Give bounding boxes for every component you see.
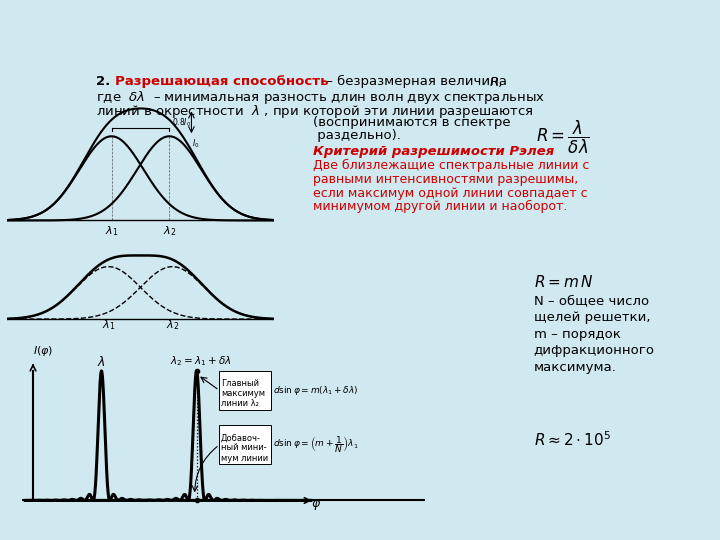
Text: $I_0$: $I_0$ — [192, 137, 199, 150]
Text: m – порядок: m – порядок — [534, 328, 621, 341]
Text: Главный: Главный — [221, 379, 259, 388]
Text: (воспринимаются в спектре: (воспринимаются в спектре — [313, 116, 510, 130]
Text: 2.: 2. — [96, 75, 114, 88]
Text: $\varphi$: $\varphi$ — [311, 498, 321, 512]
Text: дифракционного: дифракционного — [534, 344, 654, 357]
Bar — [220, 426, 271, 464]
Text: мум линии: мум линии — [221, 454, 268, 463]
Text: $R \approx 2 \cdot 10^5$: $R \approx 2 \cdot 10^5$ — [534, 431, 611, 449]
Text: раздельно).: раздельно). — [313, 129, 401, 142]
Text: если максимум одной линии совпадает с: если максимум одной линии совпадает с — [313, 187, 588, 200]
Text: $0.8I_0$: $0.8I_0$ — [172, 116, 192, 129]
Text: $\lambda_2 = \lambda_1 + \delta\lambda$: $\lambda_2 = \lambda_1 + \delta\lambda$ — [170, 354, 231, 368]
Text: максимум: максимум — [221, 389, 265, 398]
Text: $\lambda_1$: $\lambda_1$ — [102, 319, 115, 333]
Text: Разрешающая способность: Разрешающая способность — [115, 75, 328, 88]
Text: $R = m\,N$: $R = m\,N$ — [534, 274, 593, 289]
Text: Критерий разрешимости Рэлея: Критерий разрешимости Рэлея — [313, 145, 554, 158]
Text: $\lambda_1$: $\lambda_1$ — [105, 224, 118, 238]
Text: Добавоч-: Добавоч- — [221, 433, 261, 442]
Text: $R$,: $R$, — [489, 75, 503, 89]
Text: линий в окрестности  $\lambda$ , при которой эти линии разрешаются: линий в окрестности $\lambda$ , при кото… — [96, 103, 534, 120]
Text: $d\sin\varphi = m(\lambda_1 + \delta\lambda)$: $d\sin\varphi = m(\lambda_1 + \delta\lam… — [273, 384, 358, 397]
Text: $I(\varphi)$: $I(\varphi)$ — [33, 344, 53, 358]
Text: максимума.: максимума. — [534, 361, 616, 374]
Text: $\lambda_2$: $\lambda_2$ — [166, 319, 179, 333]
Text: $R = \dfrac{\lambda}{\delta\lambda}$: $R = \dfrac{\lambda}{\delta\lambda}$ — [536, 119, 590, 156]
Text: Две близлежащие спектральные линии с: Две близлежащие спектральные линии с — [313, 159, 590, 172]
Text: $\lambda$: $\lambda$ — [97, 355, 106, 369]
Text: – безразмерная величина: – безразмерная величина — [322, 75, 510, 88]
Text: равными интенсивностями разрешимы,: равными интенсивностями разрешимы, — [313, 173, 578, 186]
Text: минимумом другой линии и наоборот.: минимумом другой линии и наоборот. — [313, 200, 567, 213]
Text: $\lambda_2$: $\lambda_2$ — [163, 224, 176, 238]
Text: $d\sin\varphi = \left(m + \dfrac{1}{N}\right)\lambda_1$: $d\sin\varphi = \left(m + \dfrac{1}{N}\r… — [273, 434, 359, 455]
Text: ный мини-: ный мини- — [221, 443, 266, 453]
Text: N – общее число: N – общее число — [534, 294, 649, 307]
Text: где  $\delta\lambda$  – минимальная разность длин волн двух спектральных: где $\delta\lambda$ – минимальная разнос… — [96, 89, 544, 106]
Text: линии λ₂: линии λ₂ — [221, 400, 258, 408]
Bar — [220, 371, 271, 410]
Text: щелей решетки,: щелей решетки, — [534, 311, 650, 324]
